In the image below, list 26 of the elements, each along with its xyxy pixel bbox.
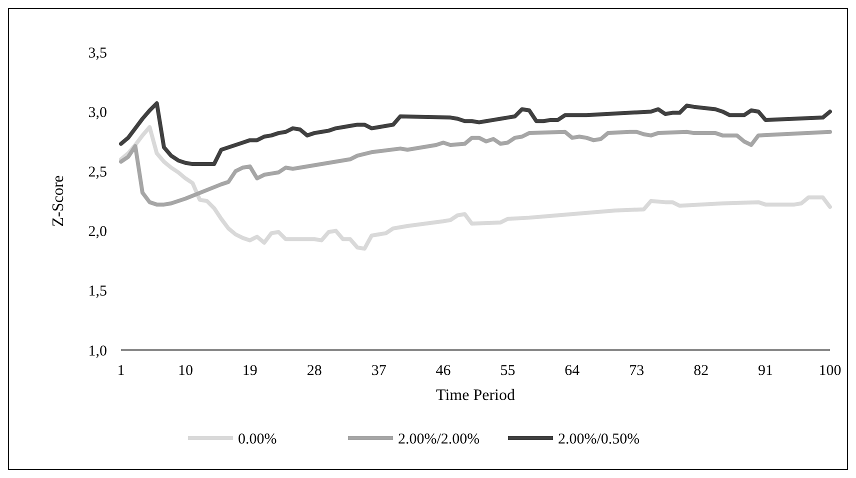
x-tick-label: 73 <box>629 363 644 379</box>
x-tick-label: 19 <box>242 363 258 379</box>
y-tick-label: 3,0 <box>88 104 107 121</box>
x-tick-label: 100 <box>818 363 842 379</box>
x-tick-label: 1 <box>117 363 125 379</box>
legend-label: 2.00%/2.00% <box>398 431 480 448</box>
line-series <box>119 130 832 207</box>
x-tick-label: 28 <box>306 363 322 379</box>
y-tick-label: 1,0 <box>88 343 107 360</box>
y-tick-label: 2,5 <box>88 164 107 180</box>
x-tick-label: 10 <box>178 363 193 379</box>
x-tick-label: 91 <box>758 363 774 379</box>
y-tick-label: 3,5 <box>88 45 107 62</box>
legend-label: 2.00%/0.50% <box>558 431 640 448</box>
x-tick-label: 37 <box>371 363 387 379</box>
x-tick-label: 55 <box>500 363 516 379</box>
x-tick-label: 46 <box>436 363 452 379</box>
line-series <box>119 125 832 251</box>
y-axis-title: Z-Score <box>50 175 67 227</box>
y-tick-label: 1,5 <box>88 284 107 300</box>
x-axis-title: Time Period <box>436 387 515 404</box>
line-series <box>119 101 832 166</box>
y-tick-label: 2,0 <box>88 224 107 240</box>
legend-label: 0.00% <box>238 431 277 448</box>
x-tick-label: 82 <box>694 363 709 379</box>
x-tick-label: 64 <box>564 363 580 379</box>
